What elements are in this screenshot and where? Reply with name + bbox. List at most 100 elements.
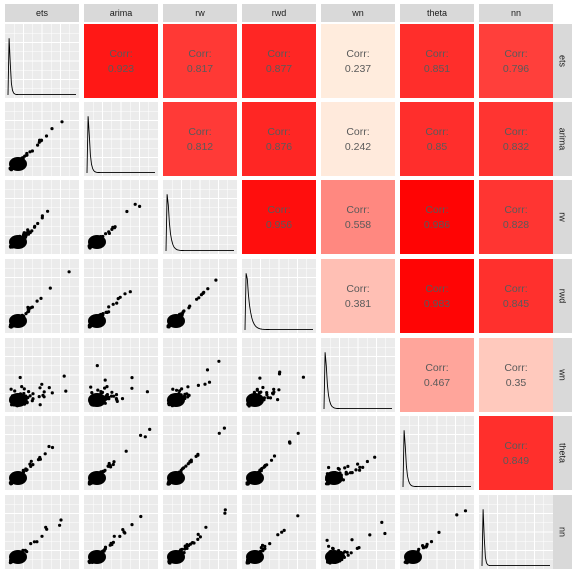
scatter-point — [40, 382, 44, 386]
scatter-point — [355, 546, 359, 551]
corr-label: Corr: — [346, 204, 369, 216]
scatter-point-cluster — [9, 393, 27, 407]
scatter-point — [179, 548, 183, 552]
scatter-point — [110, 390, 114, 394]
scatter-point — [266, 396, 270, 400]
scatter-point — [114, 397, 118, 401]
scatter-outlier — [64, 389, 68, 393]
scatter-panel-rwd-arima — [84, 259, 158, 333]
corr-label: Corr: — [267, 204, 290, 216]
scatter-point — [183, 544, 187, 548]
scatter-point-cluster — [9, 314, 27, 328]
scatter-point — [112, 460, 116, 464]
corr-tile — [321, 102, 395, 176]
density-line — [323, 352, 392, 410]
density-line — [244, 273, 313, 331]
scatter-outlier — [301, 375, 305, 379]
corr-panel-rw-rwd: Corr: 0.956 — [242, 180, 316, 254]
scatter-point — [13, 389, 17, 393]
row-strip-label: rw — [558, 212, 568, 222]
scatter-point — [95, 364, 99, 368]
scatter-point — [128, 290, 132, 294]
scatter-point — [104, 310, 109, 314]
column-strip-bg — [5, 4, 79, 22]
scatter-outlier — [463, 509, 468, 513]
corr-panel-rwd-nn: Corr: 0.845 — [479, 259, 553, 333]
scatter-point — [112, 394, 116, 398]
scatter-panel-theta-ets — [5, 416, 79, 490]
column-strip-theta: theta — [400, 4, 474, 22]
scatter-point — [38, 386, 42, 390]
scatter-point — [259, 546, 263, 550]
scatter-point — [336, 466, 340, 471]
row-strip-bg — [553, 259, 572, 333]
scatter-panel-nn-ets — [5, 495, 79, 569]
corr-panel-wn-theta: Corr: 0.467 — [400, 338, 474, 412]
scatter-point — [350, 538, 354, 542]
corr-label: Corr: — [346, 283, 369, 295]
scatter-point-cluster — [9, 157, 27, 171]
scatter-outlier — [139, 514, 143, 519]
scatter-point — [358, 465, 362, 469]
scatter-point — [198, 535, 202, 539]
corr-value: 0.986 — [424, 219, 450, 231]
scatter-outlier — [59, 518, 63, 522]
corr-label: Corr: — [425, 362, 448, 374]
corr-label: Corr: — [425, 48, 448, 60]
corr-panel-rw-wn: Corr: 0.558 — [321, 180, 395, 254]
scatter-panel-nn-rwd — [242, 495, 316, 569]
scatter-point — [111, 540, 115, 545]
scatter-outlier — [282, 528, 286, 533]
corr-value: 0.237 — [345, 63, 371, 75]
row-strip-label: rwd — [558, 289, 568, 304]
scatter-point — [37, 395, 41, 399]
corr-tile — [479, 338, 553, 412]
scatter-outlier — [217, 431, 221, 435]
scatter-point — [28, 462, 32, 466]
corr-label: Corr: — [267, 48, 290, 60]
density-line — [86, 116, 155, 174]
scatter-point — [206, 287, 210, 291]
corr-panel-arima-nn: Corr: 0.832 — [479, 102, 553, 176]
column-strip-bg — [163, 4, 237, 22]
scatter-point — [123, 531, 127, 535]
scatter-point — [28, 230, 32, 235]
density-panel-arima — [84, 102, 158, 176]
corr-panel-rwd-theta: Corr: 0.983 — [400, 259, 474, 333]
scatter-point — [24, 232, 28, 236]
scatter-point-cluster — [88, 393, 106, 407]
scatter-point — [257, 391, 262, 395]
scatter-point — [262, 465, 266, 469]
scatter-panel-theta-wn — [321, 416, 395, 490]
scatter-point — [101, 312, 105, 316]
scatter-outlier — [380, 520, 384, 525]
scatter-point — [358, 468, 362, 472]
scatter-outlier — [296, 431, 300, 435]
scatter-point — [280, 530, 284, 534]
row-strip-bg — [553, 495, 572, 569]
scatter-point — [191, 541, 195, 545]
scatter-panel-nn-theta — [400, 495, 474, 569]
scatter-point — [263, 544, 267, 548]
column-strip-label: arima — [110, 8, 133, 18]
scatter-point — [106, 396, 110, 400]
corr-panel-arima-rw: Corr: 0.812 — [163, 102, 237, 176]
scatter-point — [268, 542, 272, 546]
corr-label: Corr: — [346, 48, 369, 60]
scatter-point — [346, 464, 350, 468]
corr-panel-ets-rw: Corr: 0.817 — [163, 24, 237, 98]
scatter-outlier — [40, 216, 44, 220]
scatter-point — [343, 466, 347, 470]
scatter-point — [118, 534, 122, 539]
scatter-point — [30, 149, 34, 153]
scatter-point — [187, 393, 191, 397]
scatter-point — [107, 305, 111, 309]
corr-label: Corr: — [188, 48, 211, 60]
corr-value: 0.877 — [266, 63, 292, 75]
scatter-point — [32, 225, 37, 229]
scatter-point — [345, 472, 349, 476]
scatter-outlier — [214, 278, 218, 282]
corr-tile — [163, 102, 237, 176]
scatter-panel-arima-ets — [5, 102, 79, 176]
